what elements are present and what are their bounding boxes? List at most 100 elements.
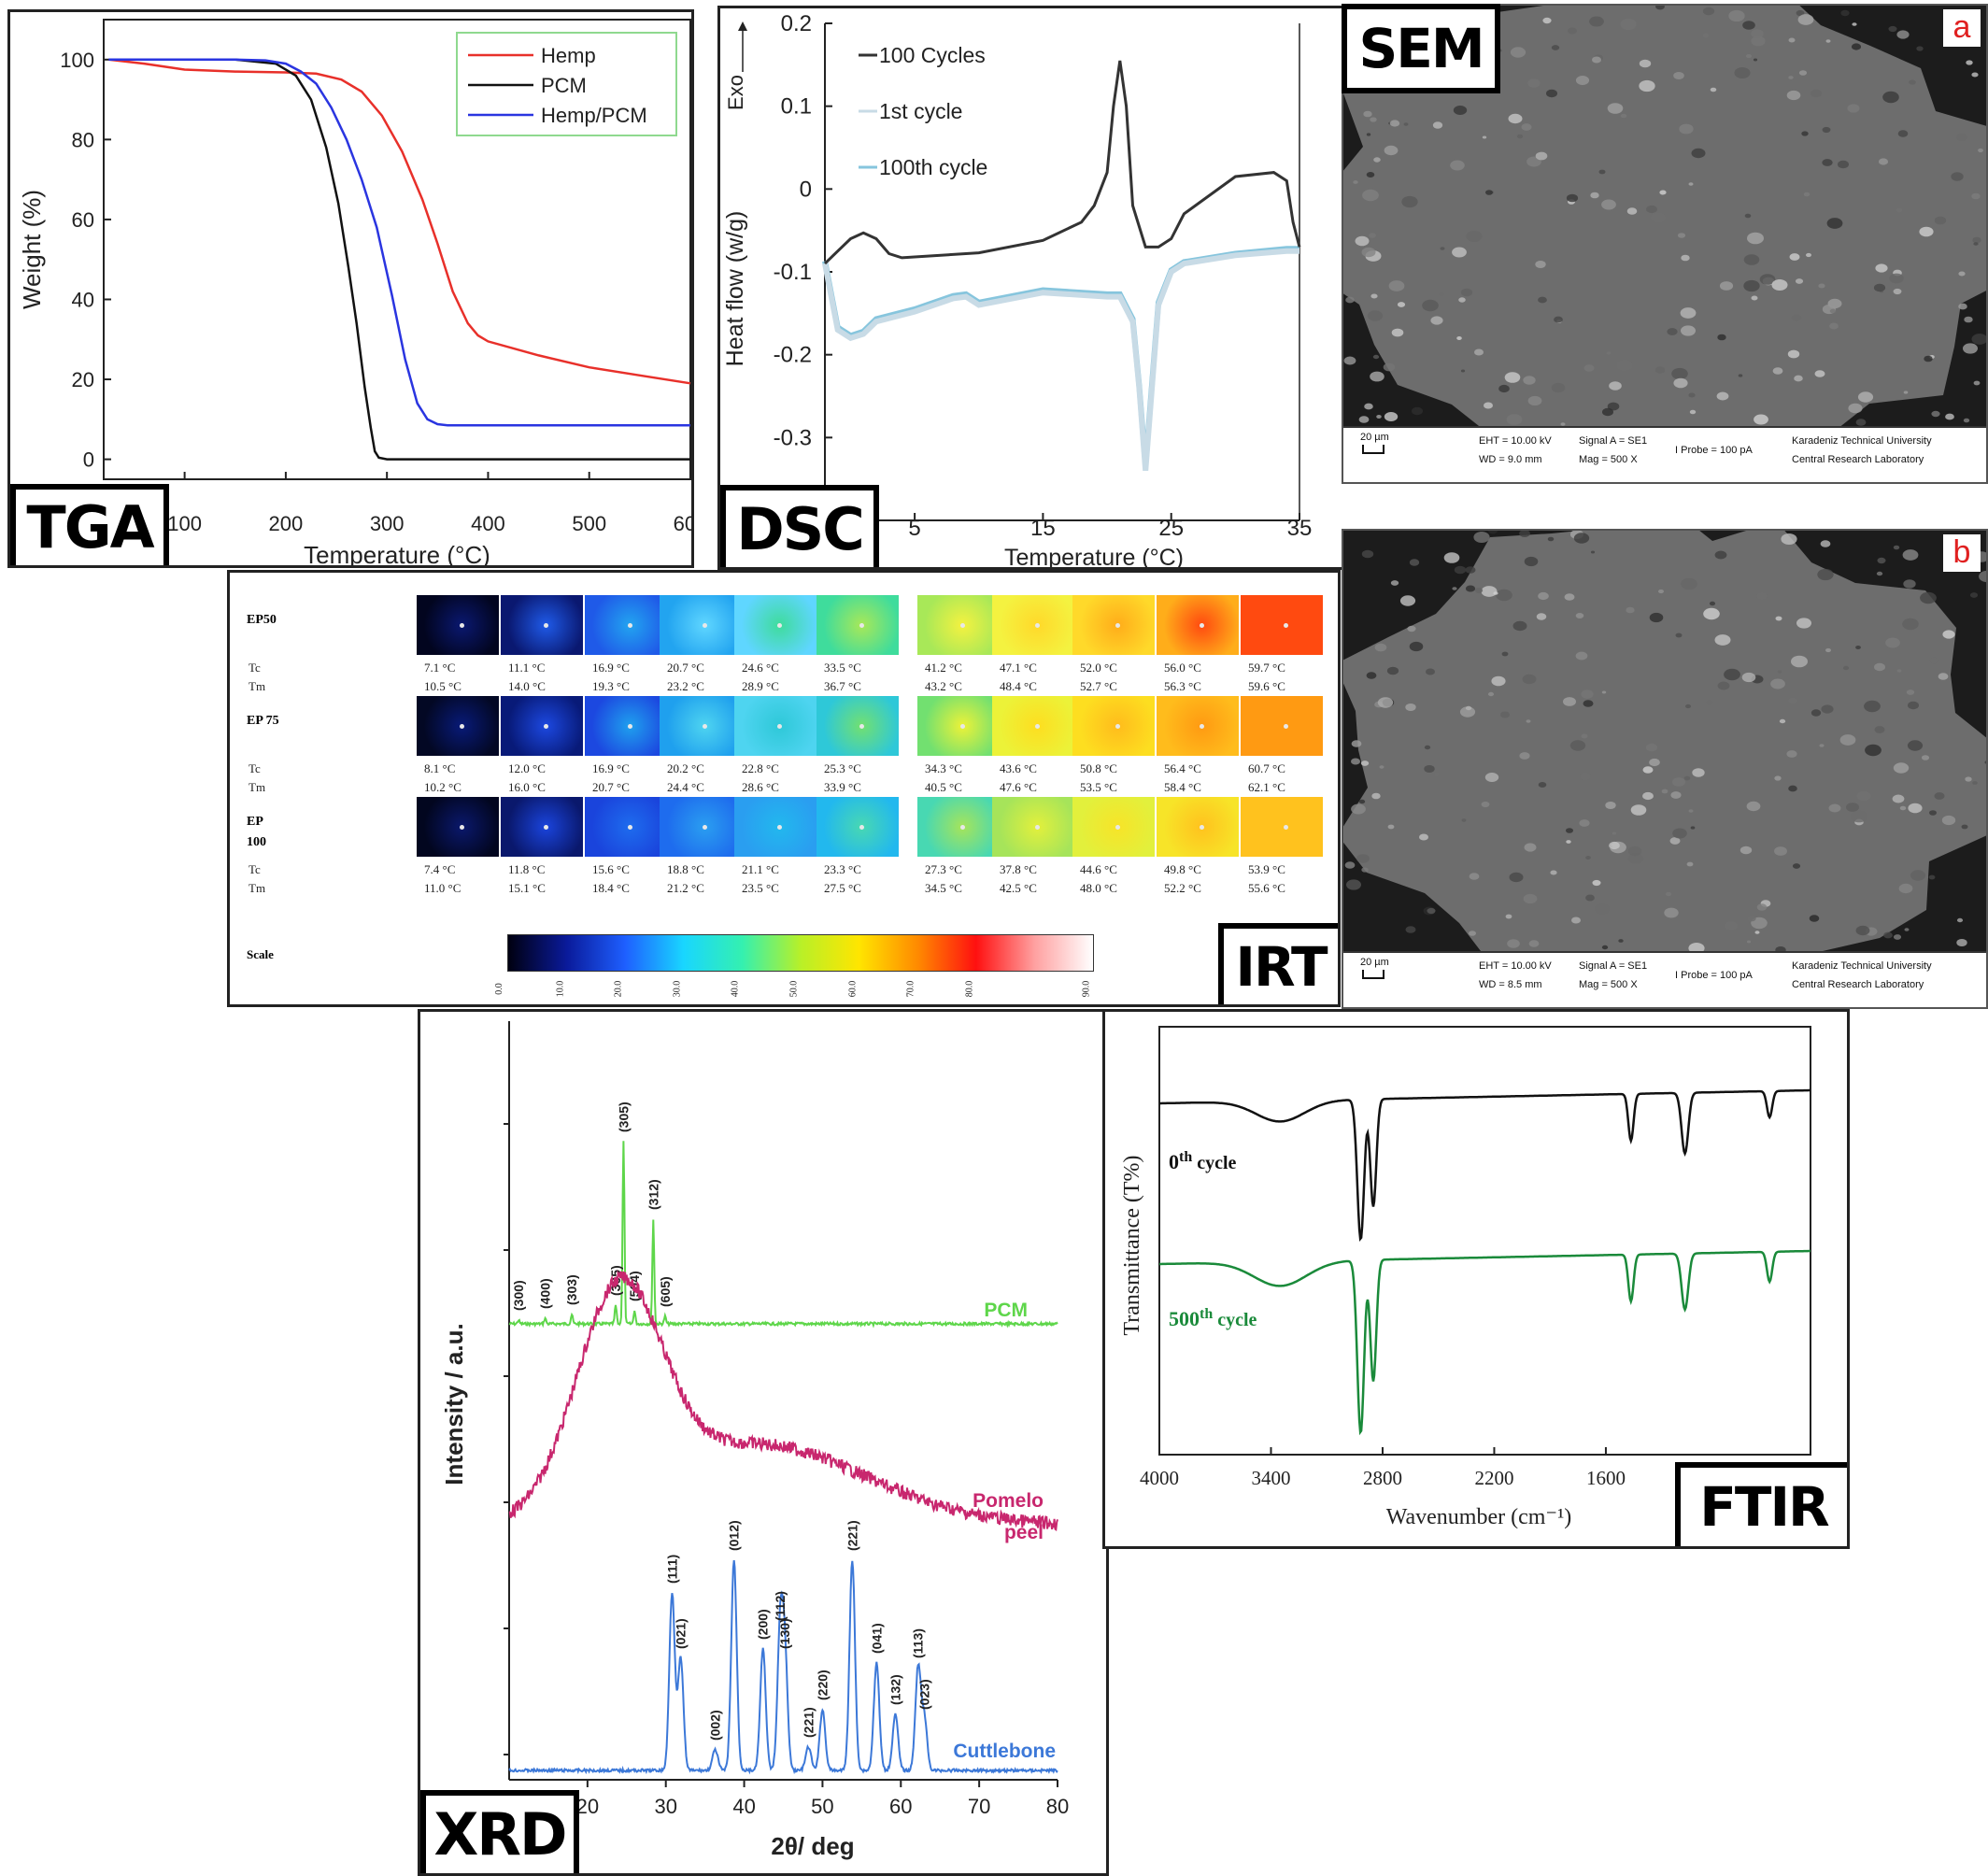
sem-texture-spot xyxy=(1826,218,1843,229)
sem-texture-spot xyxy=(1781,533,1797,545)
sem-texture-spot xyxy=(1343,356,1356,365)
sem-texture-spot xyxy=(1501,651,1509,657)
irt-tc-value: 16.9 °C xyxy=(592,661,630,675)
sem-tag: SEM xyxy=(1342,4,1500,93)
sem-texture-spot xyxy=(1893,545,1900,550)
sem-texture-spot xyxy=(1361,549,1374,559)
sem-texture-spot xyxy=(1563,697,1576,706)
sem-texture-spot xyxy=(1598,169,1606,175)
sem-texture-spot xyxy=(1473,532,1490,543)
sem-texture-spot xyxy=(1716,391,1729,401)
sem-texture-spot xyxy=(1852,22,1857,26)
tga-y-tick-label: 80 xyxy=(72,128,94,151)
sem-texture-spot xyxy=(1465,585,1476,592)
sem-texture-spot xyxy=(1928,874,1936,880)
tga-x-tick-label: 600 xyxy=(674,512,694,535)
irt-tm-value: 23.5 °C xyxy=(742,881,779,895)
xrd-peak-label: (605) xyxy=(658,1276,673,1307)
irt-tc-value: 25.3 °C xyxy=(824,761,861,775)
sem-texture-spot xyxy=(1370,293,1378,299)
sem-texture-spot xyxy=(1519,531,1530,537)
irt-tm-value: 28.6 °C xyxy=(742,780,779,794)
irt-sample-marker xyxy=(544,623,548,628)
tga-x-axis-label: Temperature (°C) xyxy=(304,541,490,568)
irt-tc-value: 44.6 °C xyxy=(1080,862,1117,876)
xrd-peak-label: (130) xyxy=(777,1618,792,1649)
xrd-series-label-pomelo-2: peel xyxy=(1004,1522,1044,1543)
irt-sample-marker xyxy=(1035,724,1040,729)
sem-texture-spot xyxy=(1409,559,1420,566)
irt-tm-value: 14.0 °C xyxy=(508,679,546,693)
irt-tm-value: 43.2 °C xyxy=(925,679,962,693)
sem-texture-spot xyxy=(1351,803,1366,815)
sem-texture-spot xyxy=(1422,299,1439,312)
sem-texture-spot xyxy=(1390,580,1399,586)
tga-y-tick-label: 40 xyxy=(72,288,94,311)
sem-texture-spot xyxy=(1838,160,1849,169)
irt-tm-value: 23.2 °C xyxy=(667,679,704,693)
sem-texture-spot xyxy=(1725,921,1738,931)
irt-thermal-image xyxy=(1157,595,1239,655)
irt-tm-value: 15.1 °C xyxy=(508,881,546,895)
xrd-peak-label: (312) xyxy=(646,1179,660,1210)
sem-texture-spot xyxy=(1842,665,1850,671)
sem-probe: I Probe = 100 pA xyxy=(1675,970,1753,981)
xrd-peak-label: (012) xyxy=(727,1520,742,1551)
ftir-panel: 4000 3400 2800 2200 1600 Wavenumber (cm⁻¹) Tra… xyxy=(1102,1009,1850,1549)
xrd-x-tick-label: 40 xyxy=(732,1795,755,1818)
sem-eht: EHT = 10.00 kV xyxy=(1479,960,1552,972)
sem-texture-spot xyxy=(1848,403,1863,414)
sem-texture-spot xyxy=(1609,841,1620,850)
sem-texture-spot xyxy=(1581,733,1588,739)
irt-tc-value: 52.0 °C xyxy=(1080,661,1117,675)
sem-texture-spot xyxy=(1818,283,1825,289)
sem-texture-spot xyxy=(1906,689,1915,695)
sem-texture-spot xyxy=(1602,407,1613,417)
sem-texture-spot xyxy=(1828,803,1841,813)
irt-thermal-image xyxy=(501,595,583,655)
sem-texture-spot xyxy=(1746,801,1761,812)
sem-signal: Signal A = SE1 xyxy=(1579,435,1648,447)
xrd-x-axis-label: 2θ/ deg xyxy=(771,1832,854,1860)
sem-texture-spot xyxy=(1355,235,1370,247)
sem-texture-spot xyxy=(1741,672,1756,683)
sem-texture-spot xyxy=(1770,678,1785,689)
sem-texture-spot xyxy=(1583,364,1595,372)
sem-texture-spot xyxy=(1391,328,1404,337)
irt-sample-marker xyxy=(859,623,864,628)
sem-texture-spot xyxy=(1384,412,1399,421)
sem-texture-spot xyxy=(1505,914,1512,919)
xrd-peak-label: (002) xyxy=(708,1710,723,1741)
sem-texture-spot xyxy=(1774,775,1782,781)
irt-sample-marker xyxy=(1035,623,1040,628)
sem-texture-spot xyxy=(1526,719,1531,723)
sem-texture-spot xyxy=(1771,279,1788,291)
sem-scale-bar xyxy=(1362,970,1384,979)
sem-panel: a 20 µm EHT = 10.00 kV WD = 9.0 mm Signa… xyxy=(1342,4,1988,1009)
sem-texture-spot xyxy=(1878,158,1889,165)
sem-texture-spot xyxy=(1898,883,1913,894)
xrd-x-tick-label: 80 xyxy=(1046,1795,1069,1818)
irt-thermal-image xyxy=(1157,797,1239,857)
sem-texture-spot xyxy=(1821,704,1834,714)
sem-texture-spot xyxy=(1434,773,1440,776)
sem-texture-spot xyxy=(1469,873,1480,880)
sem-texture-spot xyxy=(1857,391,1874,403)
tga-x-tick-label: 400 xyxy=(471,512,505,535)
sem-texture-spot xyxy=(1896,30,1910,39)
sem-texture-spot xyxy=(1606,351,1612,355)
irt-row-label: EP50 xyxy=(247,613,277,627)
sem-texture-spot xyxy=(1920,591,1937,604)
sem-texture-spot xyxy=(1916,46,1924,51)
irt-sample-marker xyxy=(777,825,782,830)
sem-texture-spot xyxy=(1969,592,1979,598)
sem-texture-spot xyxy=(1795,278,1804,284)
sem-texture-spot xyxy=(1825,39,1831,43)
irt-colorbar xyxy=(507,934,1094,972)
sem-texture-spot xyxy=(1820,540,1831,547)
irt-tm-value: 10.5 °C xyxy=(424,679,462,693)
irt-scale-tick: 30.0 xyxy=(672,980,683,998)
sem-texture-spot xyxy=(1874,726,1885,733)
sem-texture-spot xyxy=(1703,607,1720,620)
irt-sample-marker xyxy=(1200,825,1204,830)
